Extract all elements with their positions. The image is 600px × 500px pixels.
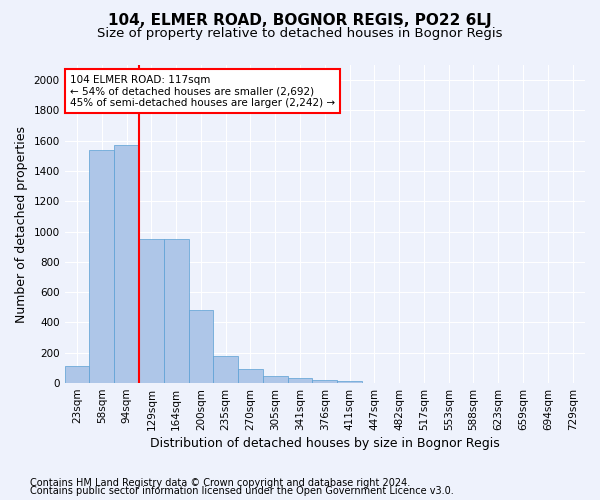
Bar	[287, 378, 313, 383]
Bar	[65, 366, 89, 383]
Bar	[337, 381, 362, 383]
Bar	[313, 380, 337, 383]
Bar	[139, 239, 164, 383]
Bar	[164, 239, 188, 383]
Bar	[263, 376, 287, 383]
Text: 104 ELMER ROAD: 117sqm
← 54% of detached houses are smaller (2,692)
45% of semi-: 104 ELMER ROAD: 117sqm ← 54% of detached…	[70, 74, 335, 108]
Bar	[89, 150, 114, 383]
Bar	[188, 310, 214, 383]
Bar	[238, 368, 263, 383]
Bar	[214, 356, 238, 383]
Text: Contains public sector information licensed under the Open Government Licence v3: Contains public sector information licen…	[30, 486, 454, 496]
Bar	[114, 146, 139, 383]
Text: Size of property relative to detached houses in Bognor Regis: Size of property relative to detached ho…	[97, 28, 503, 40]
Text: Contains HM Land Registry data © Crown copyright and database right 2024.: Contains HM Land Registry data © Crown c…	[30, 478, 410, 488]
Text: 104, ELMER ROAD, BOGNOR REGIS, PO22 6LJ: 104, ELMER ROAD, BOGNOR REGIS, PO22 6LJ	[108, 12, 492, 28]
X-axis label: Distribution of detached houses by size in Bognor Regis: Distribution of detached houses by size …	[150, 437, 500, 450]
Y-axis label: Number of detached properties: Number of detached properties	[15, 126, 28, 322]
